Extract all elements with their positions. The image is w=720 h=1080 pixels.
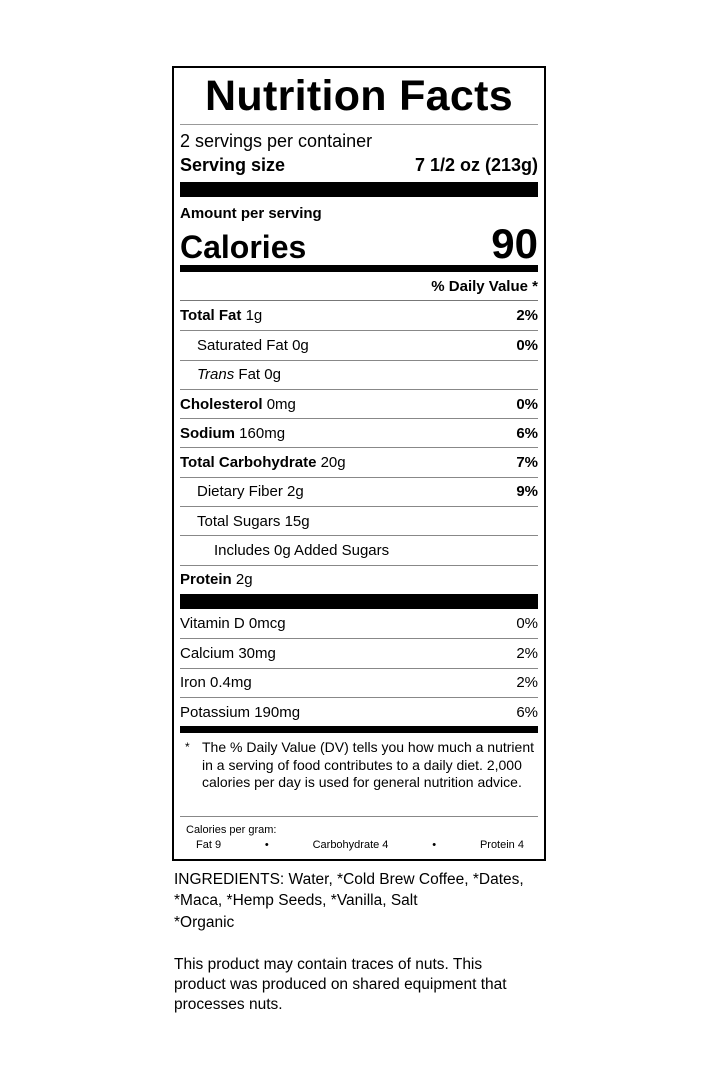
nutrient-dv: 9%: [516, 483, 538, 501]
nutrition-facts-label: Nutrition Facts 2 servings per container…: [172, 66, 546, 861]
calories-per-gram-label: Calories per gram:: [186, 824, 277, 837]
cpg-fat: Fat 9: [196, 839, 222, 852]
bullet: •: [264, 839, 269, 852]
nutrient-name: Total Carbohydrate 20g: [180, 454, 346, 472]
vitamin-row: Iron 0.4mg 2%: [180, 667, 538, 697]
nutrient-name: Trans Fat 0g: [197, 366, 281, 384]
nutrient-row: Protein 2g: [180, 564, 538, 594]
nutrient-list: Total Fat 1g 2% Saturated Fat 0g 0% Trans Fa…: [180, 301, 538, 594]
allergen-note: This product may contain traces of nuts.…: [174, 956, 507, 1013]
organic-note: *Organic: [174, 914, 235, 931]
nutrient-dv: 0%: [516, 395, 538, 413]
nutrient-name: Sodium 160mg: [180, 424, 286, 442]
nutrient-name: Total Sugars 15g: [197, 512, 310, 530]
calories-row: Calories 90: [180, 223, 538, 266]
amount-per-serving: Amount per serving: [180, 205, 322, 222]
serving-size: Serving size 7 1/2 oz (213g): [180, 153, 538, 177]
vitamin-name: Iron 0.4mg: [180, 674, 252, 692]
footnote-star: *: [185, 740, 190, 755]
vitamin-name: Calcium 30mg: [180, 644, 276, 662]
label-title: Nutrition Facts: [180, 68, 538, 125]
nutrient-row: Trans Fat 0g: [180, 359, 538, 389]
nutrient-name: Cholesterol 0mg: [180, 395, 296, 413]
nutrient-row: Saturated Fat 0g 0%: [180, 330, 538, 359]
divider-medium: [180, 726, 538, 734]
nutrient-dv: 0%: [516, 336, 538, 354]
cpg-protein: Protein 4: [479, 839, 524, 852]
vitamin-row: Potassium 190mg 6%: [180, 696, 538, 726]
nutrient-row: Includes 0g Added Sugars: [180, 535, 538, 564]
calories-label: Calories: [180, 229, 307, 265]
footnote-text: The % Daily Value (DV) tells you how muc…: [202, 739, 534, 791]
nutrient-name: Protein 2g: [180, 571, 253, 589]
divider-thick: [180, 593, 538, 609]
vitamin-name: Vitamin D 0mcg: [180, 615, 286, 633]
vitamin-row: Calcium 30mg 2%: [180, 638, 538, 667]
nutrient-row: Cholesterol 0mg 0%: [180, 388, 538, 418]
vitamin-dv: 2%: [516, 674, 538, 692]
nutrient-row: Dietary Fiber 2g 9%: [180, 476, 538, 506]
vitamin-dv: 6%: [516, 703, 538, 721]
bullet: •: [432, 839, 437, 852]
serving-size-value: 7 1/2 oz (213g): [414, 155, 538, 175]
ingredients: INGREDIENTS: Water, *Cold Brew Coffee, *…: [174, 871, 524, 909]
vitamin-row: Vitamin D 0mcg 0%: [180, 609, 538, 638]
servings-per-container: 2 servings per container: [180, 131, 373, 151]
nutrient-name: Saturated Fat 0g: [197, 336, 309, 354]
cpg-carb: Carbohydrate 4: [312, 839, 389, 852]
vitamin-dv: 2%: [516, 644, 538, 662]
nutrient-name: Dietary Fiber 2g: [197, 483, 304, 501]
serving-size-label: Serving size: [180, 155, 286, 175]
vitamin-name: Potassium 190mg: [180, 703, 301, 721]
divider-medium: [180, 265, 538, 272]
vitamin-list: Vitamin D 0mcg 0% Calcium 30mg 2% Iron 0.4mg…: [180, 609, 538, 726]
calories-value: 90: [491, 220, 538, 267]
nutrient-row: Total Fat 1g 2%: [180, 301, 538, 330]
calories-per-gram: Calories per gram: Fat 9 • Carbohydrate …: [180, 817, 538, 853]
nutrient-name: Total Fat 1g: [180, 307, 263, 325]
nutrient-dv: 7%: [516, 454, 538, 472]
nutrient-row: Total Carbohydrate 20g 7%: [180, 447, 538, 476]
footnote: * The % Daily Value (DV) tells you how m…: [180, 733, 538, 818]
daily-value-header: % Daily Value *: [180, 272, 538, 301]
nutrient-row: Total Sugars 15g: [180, 506, 538, 535]
nutrient-name: Includes 0g Added Sugars: [214, 542, 390, 560]
vitamin-dv: 0%: [516, 615, 538, 633]
divider-thick: [180, 182, 538, 197]
nutrient-dv: 6%: [516, 424, 538, 442]
nutrient-dv: 2%: [516, 307, 538, 325]
nutrient-row: Sodium 160mg 6%: [180, 418, 538, 447]
